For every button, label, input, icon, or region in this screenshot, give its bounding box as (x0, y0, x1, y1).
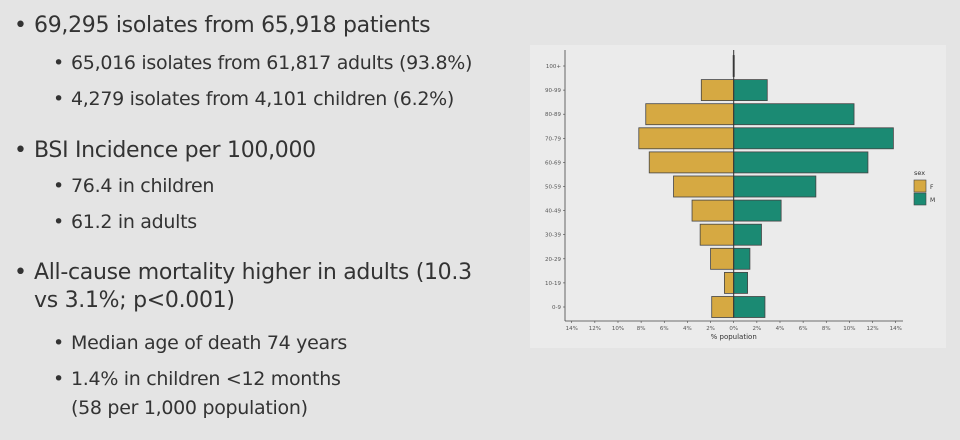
x-tick-label: 4% (683, 326, 692, 332)
y-tick-label: 40-49 (545, 209, 561, 215)
bullet-icon: • (14, 13, 27, 38)
bullet-text: 65,016 isolates from 61,817 adults (93.8… (71, 52, 473, 74)
legend-label: F (930, 184, 934, 191)
bullet-text: 69,295 isolates from 65,918 patients (34, 13, 431, 38)
bar-f-20-29 (710, 247, 735, 270)
bullet-text: vs 3.1%; p<0.001) (34, 288, 235, 313)
legend-title: sex (914, 169, 925, 177)
bullet-icon: • (53, 332, 65, 354)
bar-m-70-79 (733, 127, 894, 150)
bullet-text: All-cause mortality higher in adults (10… (34, 260, 472, 285)
legend-label: M (930, 197, 935, 204)
bullet-text: 61.2 in adults (71, 211, 197, 233)
bar-m-20-29 (733, 247, 751, 270)
bar-m-50-59 (733, 175, 817, 198)
x-tick-label: 6% (799, 326, 808, 332)
bullet-text: 76.4 in children (71, 175, 215, 197)
x-tick-label: 8% (637, 326, 646, 332)
y-tick-label: 0-9 (552, 305, 561, 311)
x-tick-label: 14% (566, 326, 578, 332)
bullet-text: 1.4% in children <12 months (71, 368, 341, 390)
y-tick-label: 70-79 (545, 136, 561, 142)
x-tick-label: 6% (660, 326, 669, 332)
x-tick-label: 2% (752, 326, 761, 332)
bar-m-60-69 (733, 151, 869, 174)
bullet-icon: • (53, 175, 65, 197)
y-tick-label: 10-19 (545, 281, 561, 287)
bar-m-0-9 (733, 296, 766, 318)
bar-f-40-49 (691, 199, 735, 222)
y-tick-label: 60-69 (545, 160, 561, 166)
x-tick-label: 14% (890, 326, 902, 332)
y-tick-label: 20-29 (545, 257, 561, 263)
bar-f-60-69 (648, 151, 735, 174)
bullet-icon: • (14, 260, 27, 285)
x-tick-label: 0% (729, 326, 738, 332)
bar-m-10-19 (733, 271, 748, 294)
bar-m-40-49 (733, 199, 782, 222)
legend-swatch-M (913, 192, 927, 206)
y-tick-label: 30-39 (545, 233, 561, 239)
y-tick-label: 50-59 (545, 185, 561, 191)
y-tick-label: 80-89 (545, 112, 561, 118)
bullet-icon: • (14, 138, 27, 163)
bar-f-70-79 (638, 127, 735, 150)
bullet-text: BSI Incidence per 100,000 (34, 138, 316, 163)
bar-m-80-89 (733, 103, 855, 126)
bullet-icon: • (53, 368, 65, 390)
x-tick-label: 8% (822, 326, 831, 332)
x-axis-title: % population (711, 333, 757, 341)
bullet-text: 4,279 isolates from 4,101 children (6.2%… (71, 88, 454, 110)
x-tick-label: 12% (589, 326, 601, 332)
x-tick-label: 12% (866, 326, 878, 332)
bar-f-90-99 (700, 79, 735, 101)
x-tick-label: 2% (706, 326, 715, 332)
bullet-icon: • (53, 88, 65, 110)
bar-f-80-89 (645, 103, 735, 126)
bar-f-30-39 (699, 223, 735, 246)
bar-f-50-59 (673, 175, 735, 198)
x-tick-label: 10% (612, 326, 624, 332)
bar-f-0-9 (711, 296, 735, 318)
bullet-icon: • (53, 52, 65, 74)
bar-f-10-19 (724, 271, 735, 294)
legend-swatch-F (913, 179, 927, 193)
y-tick-label: 100+ (546, 64, 561, 70)
population-pyramid-chart: 100+ 90-99 80-89 70-79 60-69 50-59 40-49 30-39 2… (530, 45, 946, 348)
y-tick-label: 90-99 (545, 88, 561, 94)
x-tick-label: 4% (776, 326, 785, 332)
bullet-text: (58 per 1,000 population) (71, 397, 308, 419)
bar-m-30-39 (733, 223, 762, 246)
x-tick-label: 10% (843, 326, 855, 332)
bullet-icon: • (53, 211, 65, 233)
bullet-text: Median age of death 74 years (71, 332, 347, 354)
bar-m-90-99 (733, 79, 768, 101)
